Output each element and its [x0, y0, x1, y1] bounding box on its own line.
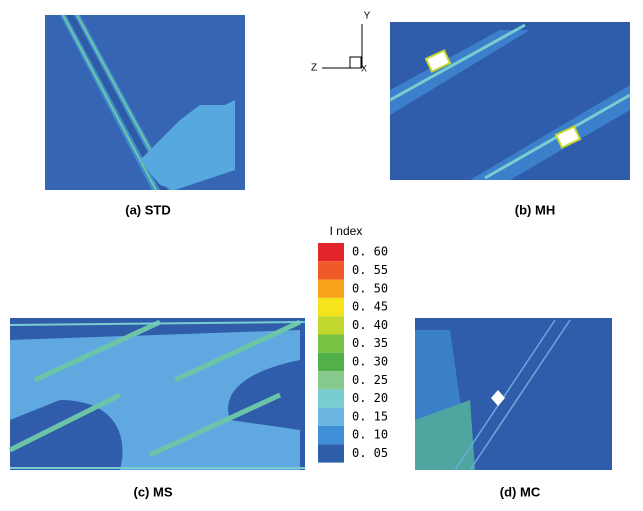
legend-label: 0. 50	[352, 281, 388, 295]
legend-label: 0. 55	[352, 263, 388, 277]
legend-swatch	[318, 261, 344, 280]
legend-swatch	[318, 334, 344, 353]
legend-swatch	[318, 426, 344, 445]
panel-caption: (d) MC	[500, 484, 541, 499]
legend-label: 0. 60	[352, 245, 388, 259]
legend-label: 0. 35	[352, 336, 388, 350]
legend-label: 0. 15	[352, 409, 388, 423]
legend-label: 0. 20	[352, 391, 388, 405]
legend-swatch	[318, 279, 344, 298]
panel-c	[8, 318, 306, 470]
legend-label: 0. 40	[352, 318, 388, 332]
legend-label: 0. 10	[352, 428, 388, 442]
legend-swatch	[318, 316, 344, 335]
panel-b	[389, 22, 631, 180]
panel-caption: (b) MH	[515, 202, 555, 217]
legend-label: 0. 25	[352, 373, 388, 387]
axes-triad	[322, 24, 363, 69]
legend-swatch	[318, 389, 344, 408]
axis-y-label: Y	[364, 11, 371, 22]
panel-caption: (c) MS	[134, 484, 173, 499]
legend-swatch	[318, 371, 344, 390]
legend-swatch	[318, 297, 344, 317]
legend-title: I ndex	[330, 224, 363, 238]
axis-x-label: X	[361, 63, 367, 73]
legend-swatch	[318, 444, 344, 463]
legend-swatch	[318, 352, 344, 372]
legend-label: 0. 05	[352, 446, 388, 460]
panel-a	[45, 14, 245, 191]
legend-swatch	[318, 407, 344, 426]
legend-label: 0. 45	[352, 300, 388, 314]
panel-caption: (a) STD	[125, 202, 171, 217]
legend-swatch	[318, 243, 344, 262]
legend-label: 0. 30	[352, 354, 388, 368]
axis-z-label: Z	[311, 63, 317, 74]
panel-d	[415, 318, 612, 471]
